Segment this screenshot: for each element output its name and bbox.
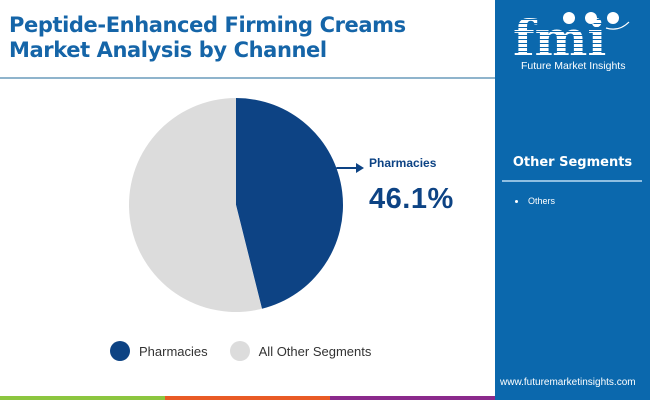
legend-swatch-pharmacies — [110, 341, 130, 361]
legend-item-other: All Other Segments — [229, 341, 372, 361]
legend-label: All Other Segments — [258, 343, 372, 359]
legend-item-pharmacies: Pharmacies — [110, 341, 208, 361]
brand-name: Future Market Insights — [521, 60, 626, 72]
bar-purple — [330, 396, 495, 400]
chart-legend: Pharmacies All Other Segments — [110, 341, 393, 361]
bar-green — [0, 396, 165, 400]
pie-slice-all-other-segments — [129, 98, 262, 312]
title-divider — [0, 77, 495, 79]
fmi-logo: fmi Future Market Insights — [511, 8, 636, 72]
callout-label: Pharmacies — [369, 156, 437, 170]
bar-orange — [165, 396, 330, 400]
side-panel-divider — [502, 180, 642, 182]
legend-label: Pharmacies — [139, 343, 208, 359]
side-panel-heading: Other Segments — [512, 155, 633, 170]
legend-swatch-other — [229, 341, 250, 361]
bullet-icon — [515, 200, 518, 204]
website-link[interactable]: www.futuremarketinsights.com — [500, 377, 636, 388]
pie-slice-pharmacies — [236, 98, 343, 309]
side-panel-item: Others — [515, 196, 555, 206]
fmi-logo-icon: fmi — [513, 9, 630, 60]
callout-arrow-icon — [336, 163, 364, 173]
callout-value: 46.1% — [369, 183, 454, 215]
page-title: Peptide-Enhanced Firming Creams Market A… — [9, 13, 406, 62]
pie-chart — [129, 98, 364, 312]
bottom-color-bar — [0, 396, 495, 400]
side-panel: fmi Future Market Insights Other Segment… — [495, 0, 650, 400]
